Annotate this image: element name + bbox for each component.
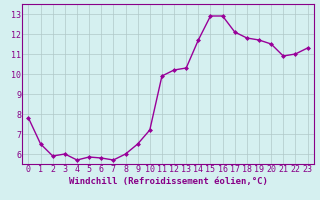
X-axis label: Windchill (Refroidissement éolien,°C): Windchill (Refroidissement éolien,°C) xyxy=(68,177,268,186)
